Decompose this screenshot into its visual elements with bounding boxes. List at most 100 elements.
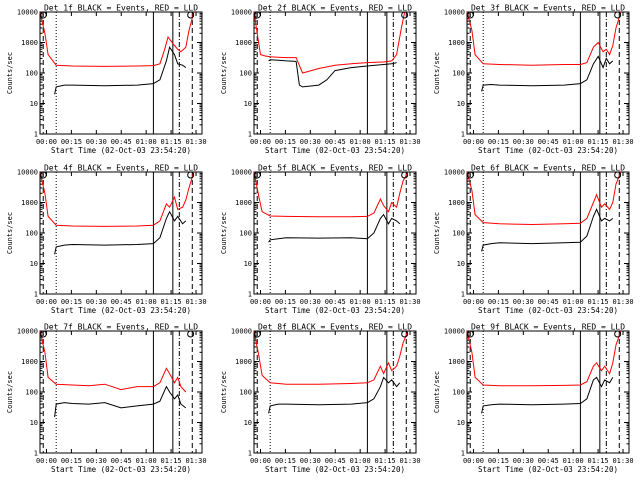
corner-marker bbox=[614, 11, 622, 19]
x-tick-label: 00:15 bbox=[488, 298, 509, 306]
y-tick-label: 1000 bbox=[21, 358, 38, 366]
chart-panel-8: Det 8f BLACK = Events, RED = LLD Counts/s… bbox=[220, 323, 421, 475]
x-tick-label: 01:00 bbox=[350, 457, 371, 465]
y-tick-label: 10000 bbox=[17, 328, 38, 336]
chart-title: Det 5f BLACK = Events, RED = LLD bbox=[258, 164, 412, 173]
x-tick-label: 00:00 bbox=[250, 138, 271, 146]
corner-marker bbox=[614, 330, 622, 338]
x-tick-label: 01:30 bbox=[185, 457, 206, 465]
y-tick-label: 10 bbox=[30, 260, 38, 268]
y-tick-label: 1000 bbox=[21, 39, 38, 47]
chart-panel-1: Det 1f BLACK = Events, RED = LLD Counts/s… bbox=[6, 4, 207, 156]
x-tick-label: 01:15 bbox=[161, 298, 182, 306]
corner-marker bbox=[466, 330, 474, 338]
x-tick-label: 00:30 bbox=[300, 138, 321, 146]
y-tick-label: 10000 bbox=[444, 169, 465, 177]
x-axis-label: Start Time (02-Oct-03 23:54:20) bbox=[51, 146, 191, 155]
plot-frame bbox=[253, 330, 417, 454]
x-tick-label: 00:15 bbox=[61, 457, 82, 465]
x-tick-label: 00:00 bbox=[463, 298, 484, 306]
plot-frame bbox=[466, 330, 630, 454]
x-tick-label: 00:30 bbox=[513, 298, 534, 306]
x-tick-label: 00:00 bbox=[250, 298, 271, 306]
x-axis-label: Start Time (02-Oct-03 23:54:20) bbox=[265, 146, 405, 155]
chart-title: Det 6f BLACK = Events, RED = LLD bbox=[471, 164, 625, 173]
plot-frame bbox=[39, 171, 203, 295]
x-tick-label: 01:30 bbox=[399, 298, 420, 306]
y-tick-label: 10 bbox=[244, 100, 252, 108]
y-axis-label: Counts/sec bbox=[6, 52, 14, 94]
chart-title: Det 7f BLACK = Events, RED = LLD bbox=[44, 323, 198, 332]
plot-frame bbox=[39, 330, 203, 454]
x-tick-label: 00:30 bbox=[300, 457, 321, 465]
x-tick-label: 00:30 bbox=[86, 457, 107, 465]
y-tick-label: 1000 bbox=[21, 199, 38, 207]
y-tick-label: 10 bbox=[30, 100, 38, 108]
y-tick-label: 1 bbox=[34, 291, 38, 299]
y-tick-label: 10 bbox=[30, 419, 38, 427]
x-tick-label: 00:00 bbox=[463, 457, 484, 465]
x-tick-label: 01:00 bbox=[136, 298, 157, 306]
x-tick-label: 00:00 bbox=[36, 138, 57, 146]
y-axis-label: Counts/sec bbox=[6, 371, 14, 413]
series-line-1 bbox=[39, 11, 195, 67]
x-tick-label: 00:45 bbox=[325, 138, 346, 146]
y-tick-label: 100 bbox=[452, 389, 465, 397]
y-axis-label: Counts/sec bbox=[6, 212, 14, 254]
series-line-1 bbox=[466, 11, 622, 66]
x-tick-label: 01:15 bbox=[375, 457, 396, 465]
chart-panel-7: Det 7f BLACK = Events, RED = LLD Counts/s… bbox=[6, 323, 207, 475]
x-axis-label: Start Time (02-Oct-03 23:54:20) bbox=[51, 306, 191, 315]
x-tick-label: 01:00 bbox=[350, 138, 371, 146]
x-tick-label: 01:00 bbox=[136, 138, 157, 146]
y-tick-label: 1000 bbox=[235, 358, 252, 366]
y-tick-label: 1 bbox=[248, 291, 252, 299]
plot-frame bbox=[466, 11, 630, 135]
y-tick-label: 10 bbox=[457, 100, 465, 108]
y-tick-label: 1000 bbox=[448, 358, 465, 366]
y-tick-label: 100 bbox=[239, 389, 252, 397]
y-tick-label: 1 bbox=[248, 131, 252, 139]
y-axis-label: Counts/sec bbox=[433, 371, 441, 413]
plot-frame bbox=[39, 11, 203, 135]
x-tick-label: 00:15 bbox=[275, 138, 296, 146]
corner-marker bbox=[187, 171, 195, 179]
x-axis-label: Start Time (02-Oct-03 23:54:20) bbox=[478, 306, 618, 315]
series-line-1 bbox=[466, 330, 622, 387]
series-line-2 bbox=[54, 210, 187, 255]
x-tick-label: 01:30 bbox=[612, 457, 633, 465]
y-tick-label: 1 bbox=[461, 450, 465, 458]
x-tick-label: 00:30 bbox=[513, 457, 534, 465]
x-tick-label: 01:15 bbox=[161, 138, 182, 146]
corner-marker bbox=[187, 330, 195, 338]
corner-marker bbox=[466, 11, 474, 19]
plot-frame bbox=[253, 11, 417, 135]
x-tick-label: 00:45 bbox=[111, 138, 132, 146]
series-line-1 bbox=[39, 171, 195, 227]
x-tick-label: 00:00 bbox=[250, 457, 271, 465]
x-axis-label: Start Time (02-Oct-03 23:54:20) bbox=[265, 306, 405, 315]
y-tick-label: 1 bbox=[461, 131, 465, 139]
chart-panel-9: Det 9f BLACK = Events, RED = LLD Counts/s… bbox=[433, 323, 634, 475]
chart-panel-5: Det 5f BLACK = Events, RED = LLD Counts/s… bbox=[220, 164, 421, 316]
x-tick-label: 00:15 bbox=[61, 298, 82, 306]
y-tick-label: 10 bbox=[457, 419, 465, 427]
chart-panel-3: Det 3f BLACK = Events, RED = LLD Counts/s… bbox=[433, 4, 634, 156]
x-tick-label: 00:00 bbox=[36, 298, 57, 306]
x-tick-label: 01:00 bbox=[563, 298, 584, 306]
corner-marker bbox=[187, 11, 195, 19]
series-line-2 bbox=[268, 213, 401, 243]
chart-title: Det 8f BLACK = Events, RED = LLD bbox=[258, 323, 412, 332]
x-tick-label: 01:00 bbox=[563, 457, 584, 465]
y-tick-label: 1 bbox=[34, 131, 38, 139]
corner-marker bbox=[39, 330, 47, 338]
x-tick-label: 00:45 bbox=[111, 457, 132, 465]
chart-panel-2: Det 2f BLACK = Events, RED = LLD Counts/s… bbox=[220, 4, 421, 156]
series-line-1 bbox=[466, 171, 622, 226]
series-line-1 bbox=[253, 330, 409, 385]
y-tick-label: 100 bbox=[452, 70, 465, 78]
series-line-2 bbox=[481, 55, 614, 92]
y-axis-label: Counts/sec bbox=[433, 52, 441, 94]
x-tick-label: 00:45 bbox=[538, 298, 559, 306]
y-tick-label: 1000 bbox=[448, 39, 465, 47]
